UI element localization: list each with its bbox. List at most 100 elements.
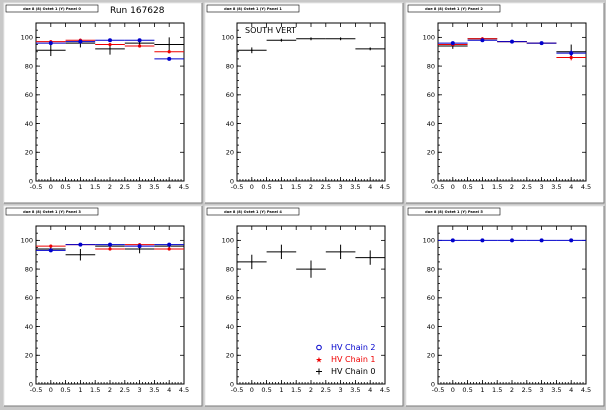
y-tick-label: 80 — [25, 265, 33, 273]
x-tick-label: 3.5 — [350, 386, 360, 394]
x-tick-label: 3.5 — [551, 386, 561, 394]
panel-background — [406, 3, 604, 203]
x-tick-label: 3 — [339, 386, 343, 394]
data-point — [339, 38, 342, 40]
x-tick-label: 4 — [569, 183, 573, 191]
y-tick-label: 60 — [226, 91, 234, 99]
data-point — [138, 44, 142, 48]
x-tick-label: 4 — [167, 183, 171, 191]
data-point — [280, 251, 283, 253]
x-tick-label: 1.5 — [291, 183, 301, 191]
data-point — [251, 49, 253, 52]
data-point — [167, 247, 171, 251]
panel-background — [4, 3, 202, 203]
y-tick-label: 20 — [427, 149, 435, 157]
x-tick-label: 3.5 — [350, 183, 360, 191]
series-hv-chain-0 — [237, 244, 385, 278]
x-tick-label: 1.5 — [90, 183, 100, 191]
data-point — [310, 268, 312, 270]
data-point — [569, 55, 573, 60]
data-point — [480, 238, 485, 243]
data-point — [539, 238, 544, 243]
data-point — [50, 49, 52, 52]
x-tick-label: 3 — [540, 386, 544, 394]
y-tick-label: 100 — [21, 34, 33, 42]
panel-title-box — [5, 207, 99, 216]
x-tick-label: 1 — [480, 183, 484, 191]
x-tick-label: 2 — [108, 386, 112, 394]
y-tick-label: 20 — [25, 352, 33, 360]
data-point — [167, 242, 172, 247]
x-tick-label: 4.5 — [179, 386, 189, 394]
x-tick-label: -0.5 — [30, 183, 43, 191]
data-point — [108, 38, 112, 43]
y-tick-label: 0 — [431, 177, 435, 185]
data-point — [369, 48, 372, 50]
chart-panel-1: -0.5 0 0.5 1 1.5 2 2.5 3 3.5 4 4.5020406080100doe … — [204, 2, 404, 204]
x-tick-label: 3.5 — [149, 386, 159, 394]
x-tick-label: 0.5 — [261, 386, 271, 394]
x-tick-label: 3.5 — [149, 183, 159, 191]
data-point — [339, 251, 342, 253]
y-tick-label: 0 — [29, 380, 33, 388]
x-tick-label: 1 — [78, 183, 82, 191]
x-tick-label: 1 — [279, 183, 283, 191]
series-hv-chain-2 — [438, 238, 586, 243]
panel-title-box — [407, 207, 501, 216]
y-tick-label: 80 — [25, 62, 33, 70]
panel-border-dark — [205, 206, 404, 407]
data-point — [280, 39, 283, 42]
legend-label: HV Chain 0 — [331, 367, 376, 376]
x-tick-label: 1.5 — [492, 183, 502, 191]
panel-title-box — [407, 4, 501, 13]
y-tick-label: 20 — [226, 149, 234, 157]
x-tick-label: 3.5 — [551, 183, 561, 191]
x-tick-label: 3 — [540, 183, 544, 191]
y-tick-label: 0 — [29, 177, 33, 185]
y-tick-label: 100 — [21, 237, 33, 245]
panel-background — [205, 3, 403, 203]
panel-background — [4, 206, 202, 406]
legend: HV Chain 2 ★ HV Chain 1 HV Chain 0 — [315, 343, 375, 376]
x-tick-label: 2.5 — [120, 183, 130, 191]
data-point — [480, 38, 485, 43]
y-tick-label: 60 — [427, 294, 435, 302]
x-tick-label: 2 — [309, 386, 313, 394]
data-point — [48, 248, 53, 253]
y-tick-label: 60 — [427, 91, 435, 99]
x-tick-label: 0 — [250, 386, 254, 394]
y-tick-label: 40 — [25, 120, 33, 128]
chart-panel-4: -0.5 0 0.5 1 1.5 2 2.5 3 3.5 4 4.5020406080100doe … — [204, 205, 404, 407]
panel-note: SOUTH VERT — [245, 26, 296, 35]
panel-title: doe 8 (8) Octet 1 (Y) Panel 5 — [425, 210, 483, 214]
panel-title-box — [206, 4, 300, 13]
chart-panel-2: -0.5 0 0.5 1 1.5 2 2.5 3 3.5 4 4.5020406080100doe … — [405, 2, 605, 204]
x-tick-label: 4.5 — [581, 183, 591, 191]
x-tick-label: 3 — [138, 386, 142, 394]
y-tick-label: 0 — [230, 177, 234, 185]
y-tick-label: 80 — [226, 265, 234, 273]
y-tick-label: 40 — [25, 323, 33, 331]
panel-border-light — [3, 2, 202, 203]
x-tick-label: 4 — [368, 386, 372, 394]
x-tick-label: 2.5 — [321, 183, 331, 191]
x-tick-label: 3 — [138, 183, 142, 191]
x-tick-label: 1.5 — [291, 386, 301, 394]
panel-title: doe 8 (8) Octet 1 (Y) Panel 1 — [224, 7, 282, 11]
panel-border-light — [405, 2, 604, 203]
data-point — [569, 51, 574, 56]
x-tick-label: 0 — [451, 183, 455, 191]
x-tick-label: 4.5 — [581, 386, 591, 394]
series-hv-chain-2 — [36, 242, 184, 253]
data-point — [138, 248, 141, 250]
y-tick-label: 80 — [427, 265, 435, 273]
x-tick-label: 0 — [49, 183, 53, 191]
data-point — [510, 39, 514, 44]
data-point — [168, 43, 170, 46]
data-point — [49, 244, 53, 248]
x-tick-label: 0.5 — [462, 386, 472, 394]
data-point — [108, 247, 112, 251]
data-point — [569, 238, 574, 243]
y-tick-label: 20 — [226, 352, 234, 360]
data-point — [310, 38, 312, 40]
